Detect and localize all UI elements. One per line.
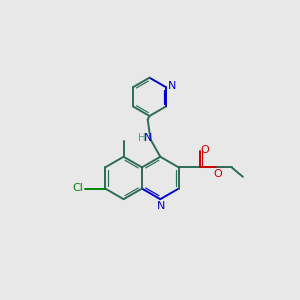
Text: O: O: [213, 169, 222, 179]
Text: Cl: Cl: [72, 183, 83, 193]
Text: N: N: [157, 201, 165, 211]
Text: N: N: [144, 133, 153, 143]
Text: H: H: [138, 133, 146, 142]
Text: O: O: [201, 145, 209, 155]
Text: N: N: [168, 81, 177, 91]
